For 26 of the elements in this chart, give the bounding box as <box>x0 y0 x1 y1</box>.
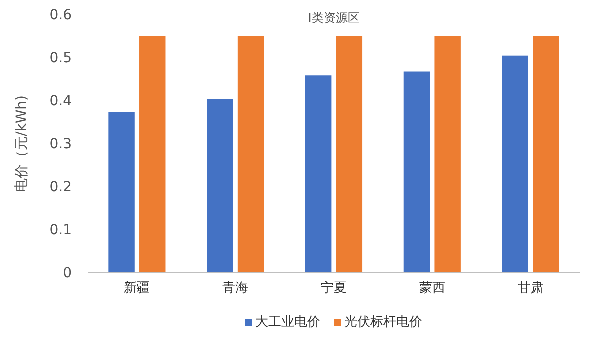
x-tick-label: 青海 <box>222 281 249 296</box>
bar <box>404 72 430 273</box>
y-axis-title: 电价（元/kWh) <box>14 95 30 193</box>
chart-title: Ⅰ类资源区 <box>308 11 360 25</box>
y-tick-label: 0.2 <box>50 179 72 196</box>
bar <box>434 36 461 273</box>
bar <box>305 76 332 273</box>
bar <box>336 36 363 273</box>
y-tick-label: 0.1 <box>50 222 72 238</box>
legend-label: 光伏标杆电价 <box>344 315 422 330</box>
y-tick-label: 0.5 <box>50 50 72 66</box>
bar <box>502 56 528 273</box>
x-tick-label: 蒙西 <box>419 281 446 296</box>
bar <box>238 36 264 273</box>
x-tick-label: 甘肃 <box>518 281 544 296</box>
y-tick-label: 0 <box>63 265 72 282</box>
bar <box>533 36 560 273</box>
bar <box>108 112 135 273</box>
legend-label: 大工业电价 <box>256 315 320 330</box>
x-tick-label: 新疆 <box>124 281 150 296</box>
y-tick-label: 0.6 <box>50 7 72 24</box>
y-tick-label: 0.3 <box>50 136 72 152</box>
y-tick-label: 0.4 <box>50 93 72 110</box>
bar <box>207 99 234 273</box>
bar <box>140 36 166 273</box>
x-tick-label: 宁夏 <box>321 280 347 296</box>
